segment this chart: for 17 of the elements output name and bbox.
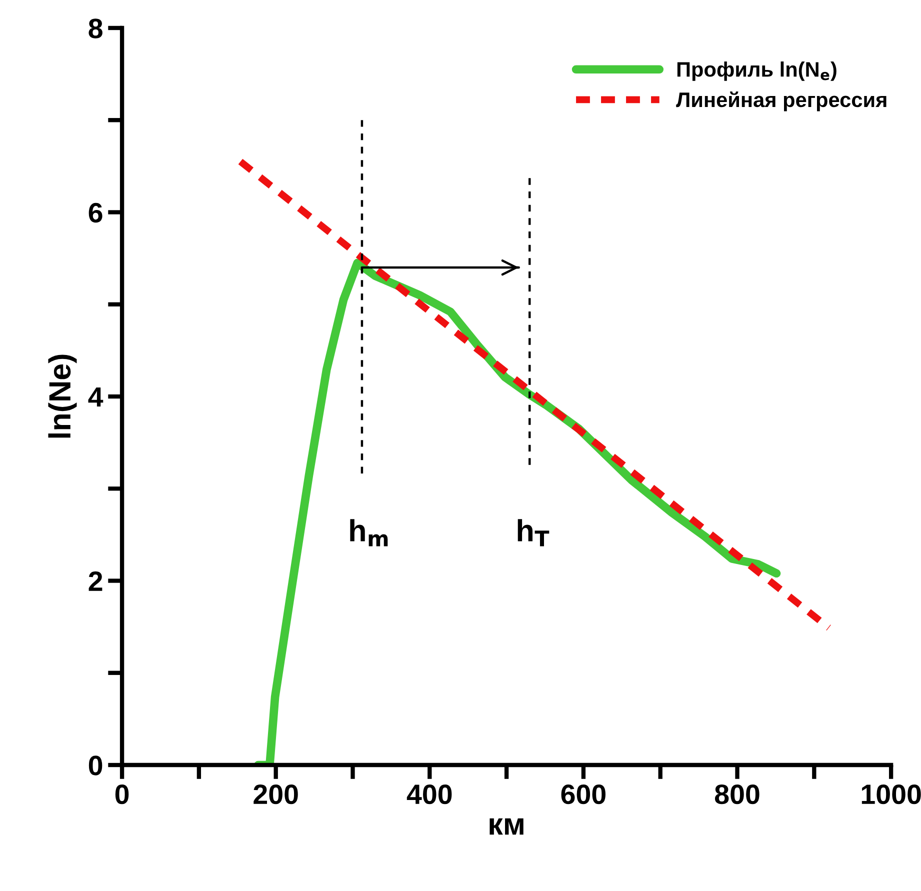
- y-tick-label: 8: [88, 18, 102, 38]
- annotation: h$_{T}$: [518, 519, 550, 546]
- y-tick-label: 6: [88, 202, 102, 223]
- annotation: h$_{m}$: [350, 519, 388, 546]
- x-tick-label: 1000: [862, 784, 921, 804]
- x-tick-label: 200: [254, 784, 298, 804]
- y-axis-title: ln(Ne): [48, 354, 77, 438]
- legend-label: Линейная регрессия: [676, 91, 886, 112]
- y-tick-label: 4: [88, 387, 104, 407]
- x-tick-label: 400: [406, 784, 452, 804]
- y-tick-label: 0: [88, 756, 102, 776]
- x-tick-label: 0: [115, 784, 129, 804]
- legend-label: Профиль ln(N$_{e}$): [677, 61, 836, 81]
- x-axis-title: км: [490, 818, 524, 835]
- x-tick-label: 800: [714, 784, 760, 804]
- y-tick-label: 2: [88, 571, 102, 591]
- x-tick-label: 600: [561, 784, 606, 804]
